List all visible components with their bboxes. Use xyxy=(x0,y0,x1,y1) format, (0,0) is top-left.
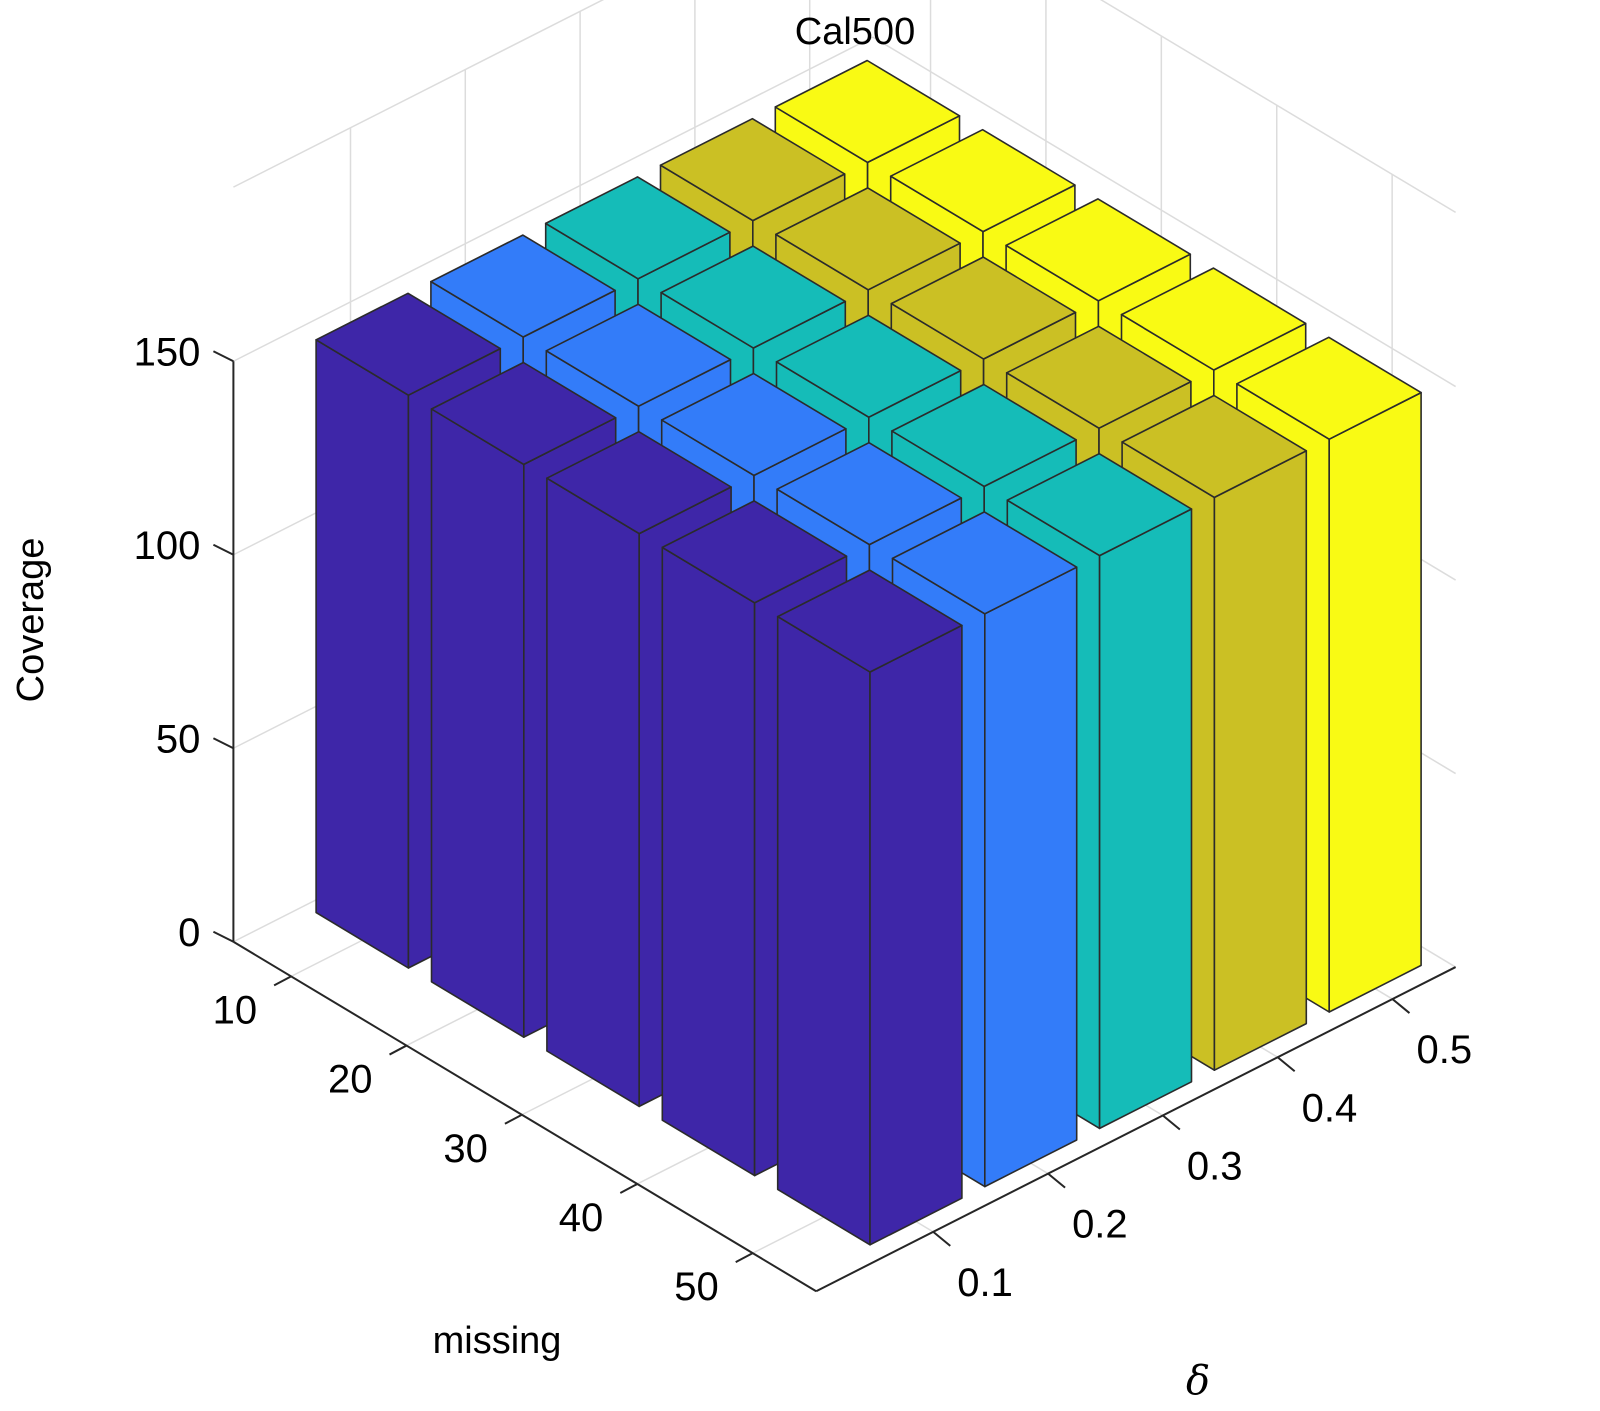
z-tick-label: 0 xyxy=(178,911,200,955)
bar-face-top xyxy=(545,303,732,408)
x-tick-mark xyxy=(273,975,292,987)
chart-title: Cal500 xyxy=(795,11,915,53)
axes xyxy=(212,350,1457,1293)
bar-face-top xyxy=(1120,267,1307,371)
bar-face-top xyxy=(661,500,848,604)
grid-line-back-wall xyxy=(872,36,1456,388)
z-tick-mark xyxy=(212,350,234,363)
bar-face-left xyxy=(315,338,410,969)
bar-face-top xyxy=(1005,325,1192,430)
z-axis-label: Coverage xyxy=(10,538,52,703)
bar-face-top xyxy=(544,176,731,280)
x-tick-mark xyxy=(389,1044,407,1056)
bar-face-top xyxy=(889,128,1076,233)
y-tick-label: 0.3 xyxy=(1187,1144,1243,1188)
x-tick-mark xyxy=(735,1252,754,1264)
y-tick-mark xyxy=(1277,1056,1296,1073)
bar-face-top xyxy=(1006,452,1193,557)
bar-face-right xyxy=(1213,449,1308,1071)
bar-face-top xyxy=(660,245,847,349)
bar-face-top xyxy=(891,511,1078,615)
grid-line-left-wall xyxy=(233,0,605,188)
bar-face-top xyxy=(430,361,617,466)
bar-face-top xyxy=(775,314,962,419)
bar-face-top xyxy=(776,441,963,546)
bars xyxy=(315,59,1422,1246)
z-tick-mark xyxy=(212,930,234,943)
bar-face-top xyxy=(775,187,961,291)
bar-face-top xyxy=(891,383,1077,488)
bar-face-right xyxy=(1098,508,1193,1130)
y-tick-mark xyxy=(1391,998,1411,1014)
x-tick-label: 20 xyxy=(328,1058,373,1102)
x-axis-label: missing xyxy=(433,1320,562,1362)
x-tick-label: 40 xyxy=(559,1196,604,1240)
z-tick-label: 100 xyxy=(134,524,201,568)
y-tick-label: 0.2 xyxy=(1072,1203,1128,1247)
y-tick-label: 0.1 xyxy=(957,1261,1013,1305)
bar-face-top xyxy=(774,59,961,164)
x-tick-label: 50 xyxy=(674,1265,719,1309)
y-tick-label: 0.4 xyxy=(1302,1086,1358,1130)
z-tick-label: 50 xyxy=(156,717,201,761)
x-tick-label: 10 xyxy=(213,988,258,1032)
y-tick-mark xyxy=(1162,1114,1181,1131)
bar-face-right xyxy=(983,566,1078,1188)
z-tick-mark xyxy=(212,737,234,750)
y-axis-label: δ xyxy=(1186,1358,1210,1404)
bar-face-top xyxy=(1236,336,1422,441)
bar xyxy=(776,569,963,1246)
bar-face-right xyxy=(1328,391,1422,1013)
y-tick-mark xyxy=(1047,1172,1066,1189)
x-tick-mark xyxy=(504,1113,523,1125)
bar-face-left xyxy=(430,408,525,1038)
bar-face-top xyxy=(660,372,847,477)
grid-line-back-wall xyxy=(1099,0,1456,214)
x-tick-label: 30 xyxy=(443,1127,488,1171)
bar-face-top xyxy=(315,292,502,397)
x-tick-mark xyxy=(619,1183,638,1194)
bar-face-left xyxy=(546,477,641,1108)
y-axis-line xyxy=(815,966,1457,1293)
bar-face-left xyxy=(776,615,871,1246)
bar-face-top xyxy=(659,117,846,222)
bar-face-right xyxy=(869,624,963,1246)
bar-face-top xyxy=(546,430,732,535)
bar-face-top xyxy=(890,256,1077,360)
tick-labels: 0 50 100 150 10 20 30 40 50 0.1 0.2 0.3 0.4 0.5 xyxy=(134,330,1472,1309)
bar-face-top xyxy=(1121,394,1308,499)
z-tick-label: 150 xyxy=(134,330,201,374)
bar-face-top xyxy=(430,234,616,338)
y-tick-mark xyxy=(932,1231,951,1247)
x-axis-line xyxy=(232,940,817,1293)
bar-face-top xyxy=(776,569,963,673)
bar-face-left xyxy=(661,546,756,1177)
grid-line-left-wall xyxy=(233,36,874,362)
y-tick-label: 0.5 xyxy=(1416,1028,1472,1072)
bar-face-top xyxy=(1005,198,1192,302)
z-tick-mark xyxy=(212,543,234,556)
